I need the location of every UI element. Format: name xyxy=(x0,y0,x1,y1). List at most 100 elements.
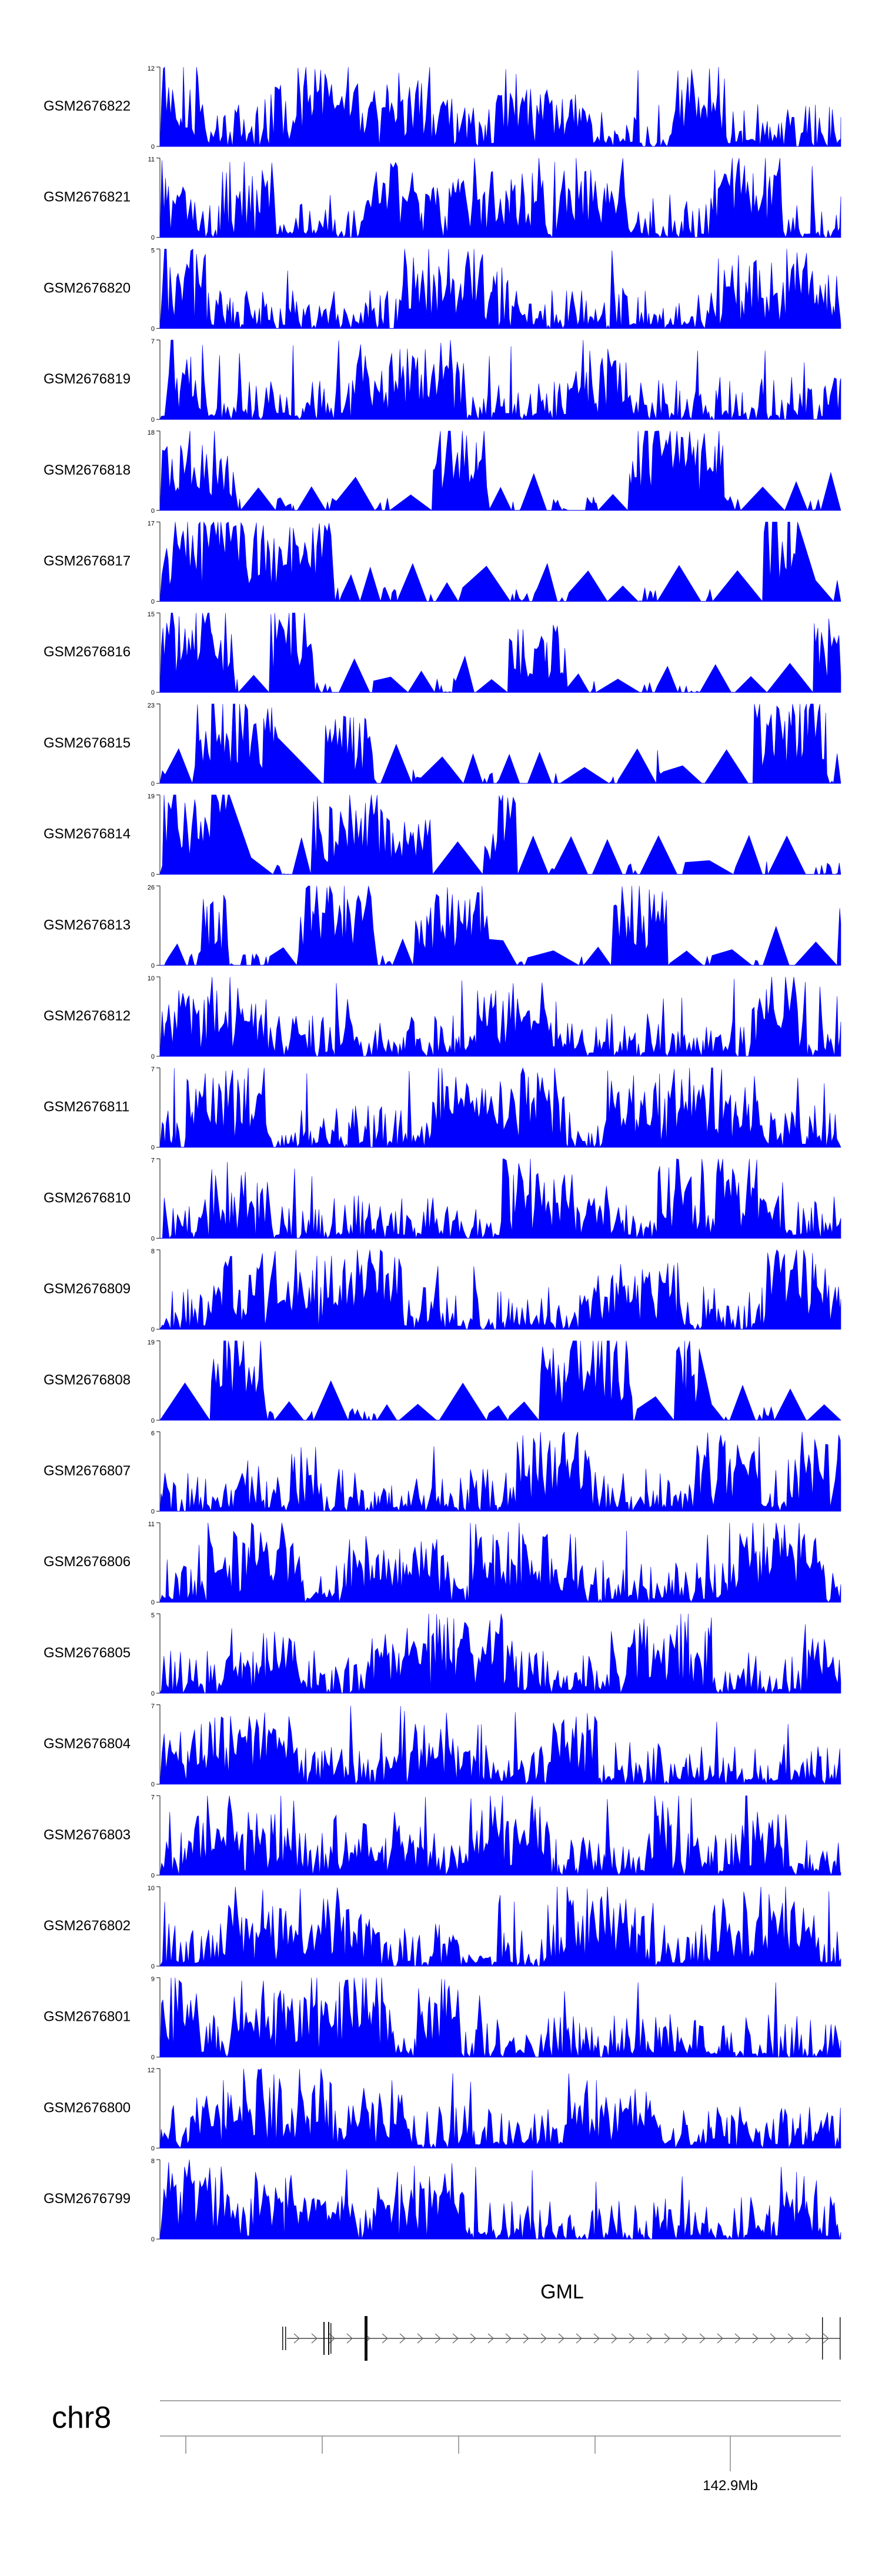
strand-arrow xyxy=(646,2333,653,2344)
track-label: GSM2676815 xyxy=(44,735,131,751)
coverage-area xyxy=(159,339,841,421)
track: GSM2676811 7 0 xyxy=(44,1066,841,1152)
strand-arrow xyxy=(470,2333,476,2344)
track: GSM2676816 15 0 xyxy=(44,611,841,696)
strand-arrow xyxy=(435,2333,441,2344)
strand-arrow xyxy=(382,2333,388,2344)
track: GSM2676817 17 0 xyxy=(44,520,841,606)
track-label: GSM2676819 xyxy=(44,371,131,387)
track-label: GSM2676807 xyxy=(44,1463,131,1479)
gene-name-label: GML xyxy=(540,2281,584,2303)
track-label: GSM2676818 xyxy=(44,462,131,478)
coverage-area xyxy=(159,1706,841,1785)
y-max-label: 9 xyxy=(151,1976,155,1983)
y-max-label: 6 xyxy=(151,1430,155,1437)
track: GSM2676804 7 0 xyxy=(44,1703,841,1788)
coverage-area xyxy=(159,1249,841,1330)
gene-exon xyxy=(282,2327,283,2350)
gene-exon xyxy=(330,2323,332,2354)
track-label: GSM2676821 xyxy=(44,189,131,205)
y-max-label: 5 xyxy=(151,247,155,254)
track-label: GSM2676814 xyxy=(44,826,131,842)
y-max-label: 11 xyxy=(148,156,155,163)
strand-arrow xyxy=(417,2333,423,2344)
coverage-area xyxy=(159,976,841,1057)
coverage-tracks: GSM2676822120GSM2676821110GSM267682050GS… xyxy=(44,65,841,2243)
y-max-label: 12 xyxy=(148,2067,155,2074)
strand-arrow xyxy=(452,2333,459,2344)
track-label: GSM2676806 xyxy=(44,1554,131,1570)
strand-arrow xyxy=(540,2333,547,2344)
y-max-label: 7 xyxy=(151,1703,155,1710)
track-label: GSM2676808 xyxy=(44,1372,131,1388)
y-max-label: 7 xyxy=(151,1794,155,1801)
track-label: GSM2676799 xyxy=(44,2191,131,2207)
strand-arrow xyxy=(734,2333,741,2344)
y-min-label: 0 xyxy=(151,2236,155,2243)
y-min-label: 0 xyxy=(151,872,155,879)
strand-arrow xyxy=(681,2333,688,2344)
strand-arrow xyxy=(805,2333,811,2344)
strand-arrow xyxy=(346,2333,353,2344)
coverage-area xyxy=(159,1886,841,1967)
gene-exon xyxy=(840,2317,841,2360)
y-min-label: 0 xyxy=(151,235,155,242)
y-min-label: 0 xyxy=(151,1326,155,1333)
strand-arrow xyxy=(293,2333,300,2344)
gene-exon xyxy=(285,2327,286,2350)
gene-exon xyxy=(822,2317,823,2360)
y-min-label: 0 xyxy=(151,1781,155,1788)
y-max-label: 19 xyxy=(148,1339,155,1346)
track-label: GSM2676810 xyxy=(44,1190,131,1206)
y-min-label: 0 xyxy=(151,1417,155,1424)
track: GSM2676799 8 0 xyxy=(44,2158,841,2243)
y-max-label: 15 xyxy=(148,611,155,618)
track: GSM2676815 23 0 xyxy=(44,702,841,788)
coverage-area xyxy=(159,431,841,511)
y-min-label: 0 xyxy=(151,1509,155,1516)
y-min-label: 0 xyxy=(151,2145,155,2152)
track-label: GSM2676805 xyxy=(44,1645,131,1661)
y-max-label: 11 xyxy=(148,1521,155,1528)
y-max-label: 8 xyxy=(151,1248,155,1255)
y-max-label: 7 xyxy=(151,1157,155,1164)
track-label: GSM2676816 xyxy=(44,644,131,660)
coverage-area xyxy=(159,1432,841,1512)
gene-exon xyxy=(323,2322,325,2355)
track: GSM2676806 11 0 xyxy=(44,1521,841,1606)
track-label: GSM2676804 xyxy=(44,1736,131,1752)
coverage-area xyxy=(159,795,841,875)
y-min-label: 0 xyxy=(151,1235,155,1242)
coverage-area xyxy=(159,2068,841,2149)
strand-arrow xyxy=(487,2333,494,2344)
strand-arrow xyxy=(752,2333,759,2344)
track: GSM2676821 11 0 xyxy=(44,156,841,242)
y-min-label: 0 xyxy=(151,1872,155,1879)
track-label: GSM2676801 xyxy=(44,2009,131,2025)
track-label: GSM2676803 xyxy=(44,1827,131,1843)
strand-arrow xyxy=(699,2333,706,2344)
coverage-area xyxy=(159,158,841,238)
coverage-area xyxy=(159,1796,841,1876)
strand-arrow xyxy=(770,2333,776,2344)
y-min-label: 0 xyxy=(151,1963,155,1970)
gene-exon xyxy=(328,2322,329,2355)
track-label: GSM2676820 xyxy=(44,280,131,296)
y-max-label: 17 xyxy=(148,520,155,528)
y-min-label: 0 xyxy=(151,2054,155,2061)
coverage-area xyxy=(159,2160,841,2240)
chromosome-ruler: chr8 142.9Mb xyxy=(52,2400,841,2494)
gene-strand-arrows xyxy=(293,2333,829,2344)
y-max-label: 19 xyxy=(148,793,155,800)
track: GSM2676819 7 0 xyxy=(44,338,841,423)
coverage-area xyxy=(159,521,841,602)
strand-arrow xyxy=(611,2333,617,2344)
strand-arrow xyxy=(717,2333,723,2344)
track: GSM2676803 7 0 xyxy=(44,1794,841,1879)
y-max-label: 12 xyxy=(148,65,155,72)
track: GSM2676802 10 0 xyxy=(44,1885,841,1970)
y-max-label: 10 xyxy=(148,975,155,982)
ruler-position-label: 142.9Mb xyxy=(703,2478,757,2494)
y-min-label: 0 xyxy=(151,1144,155,1152)
track-label: GSM2676812 xyxy=(44,1008,131,1024)
